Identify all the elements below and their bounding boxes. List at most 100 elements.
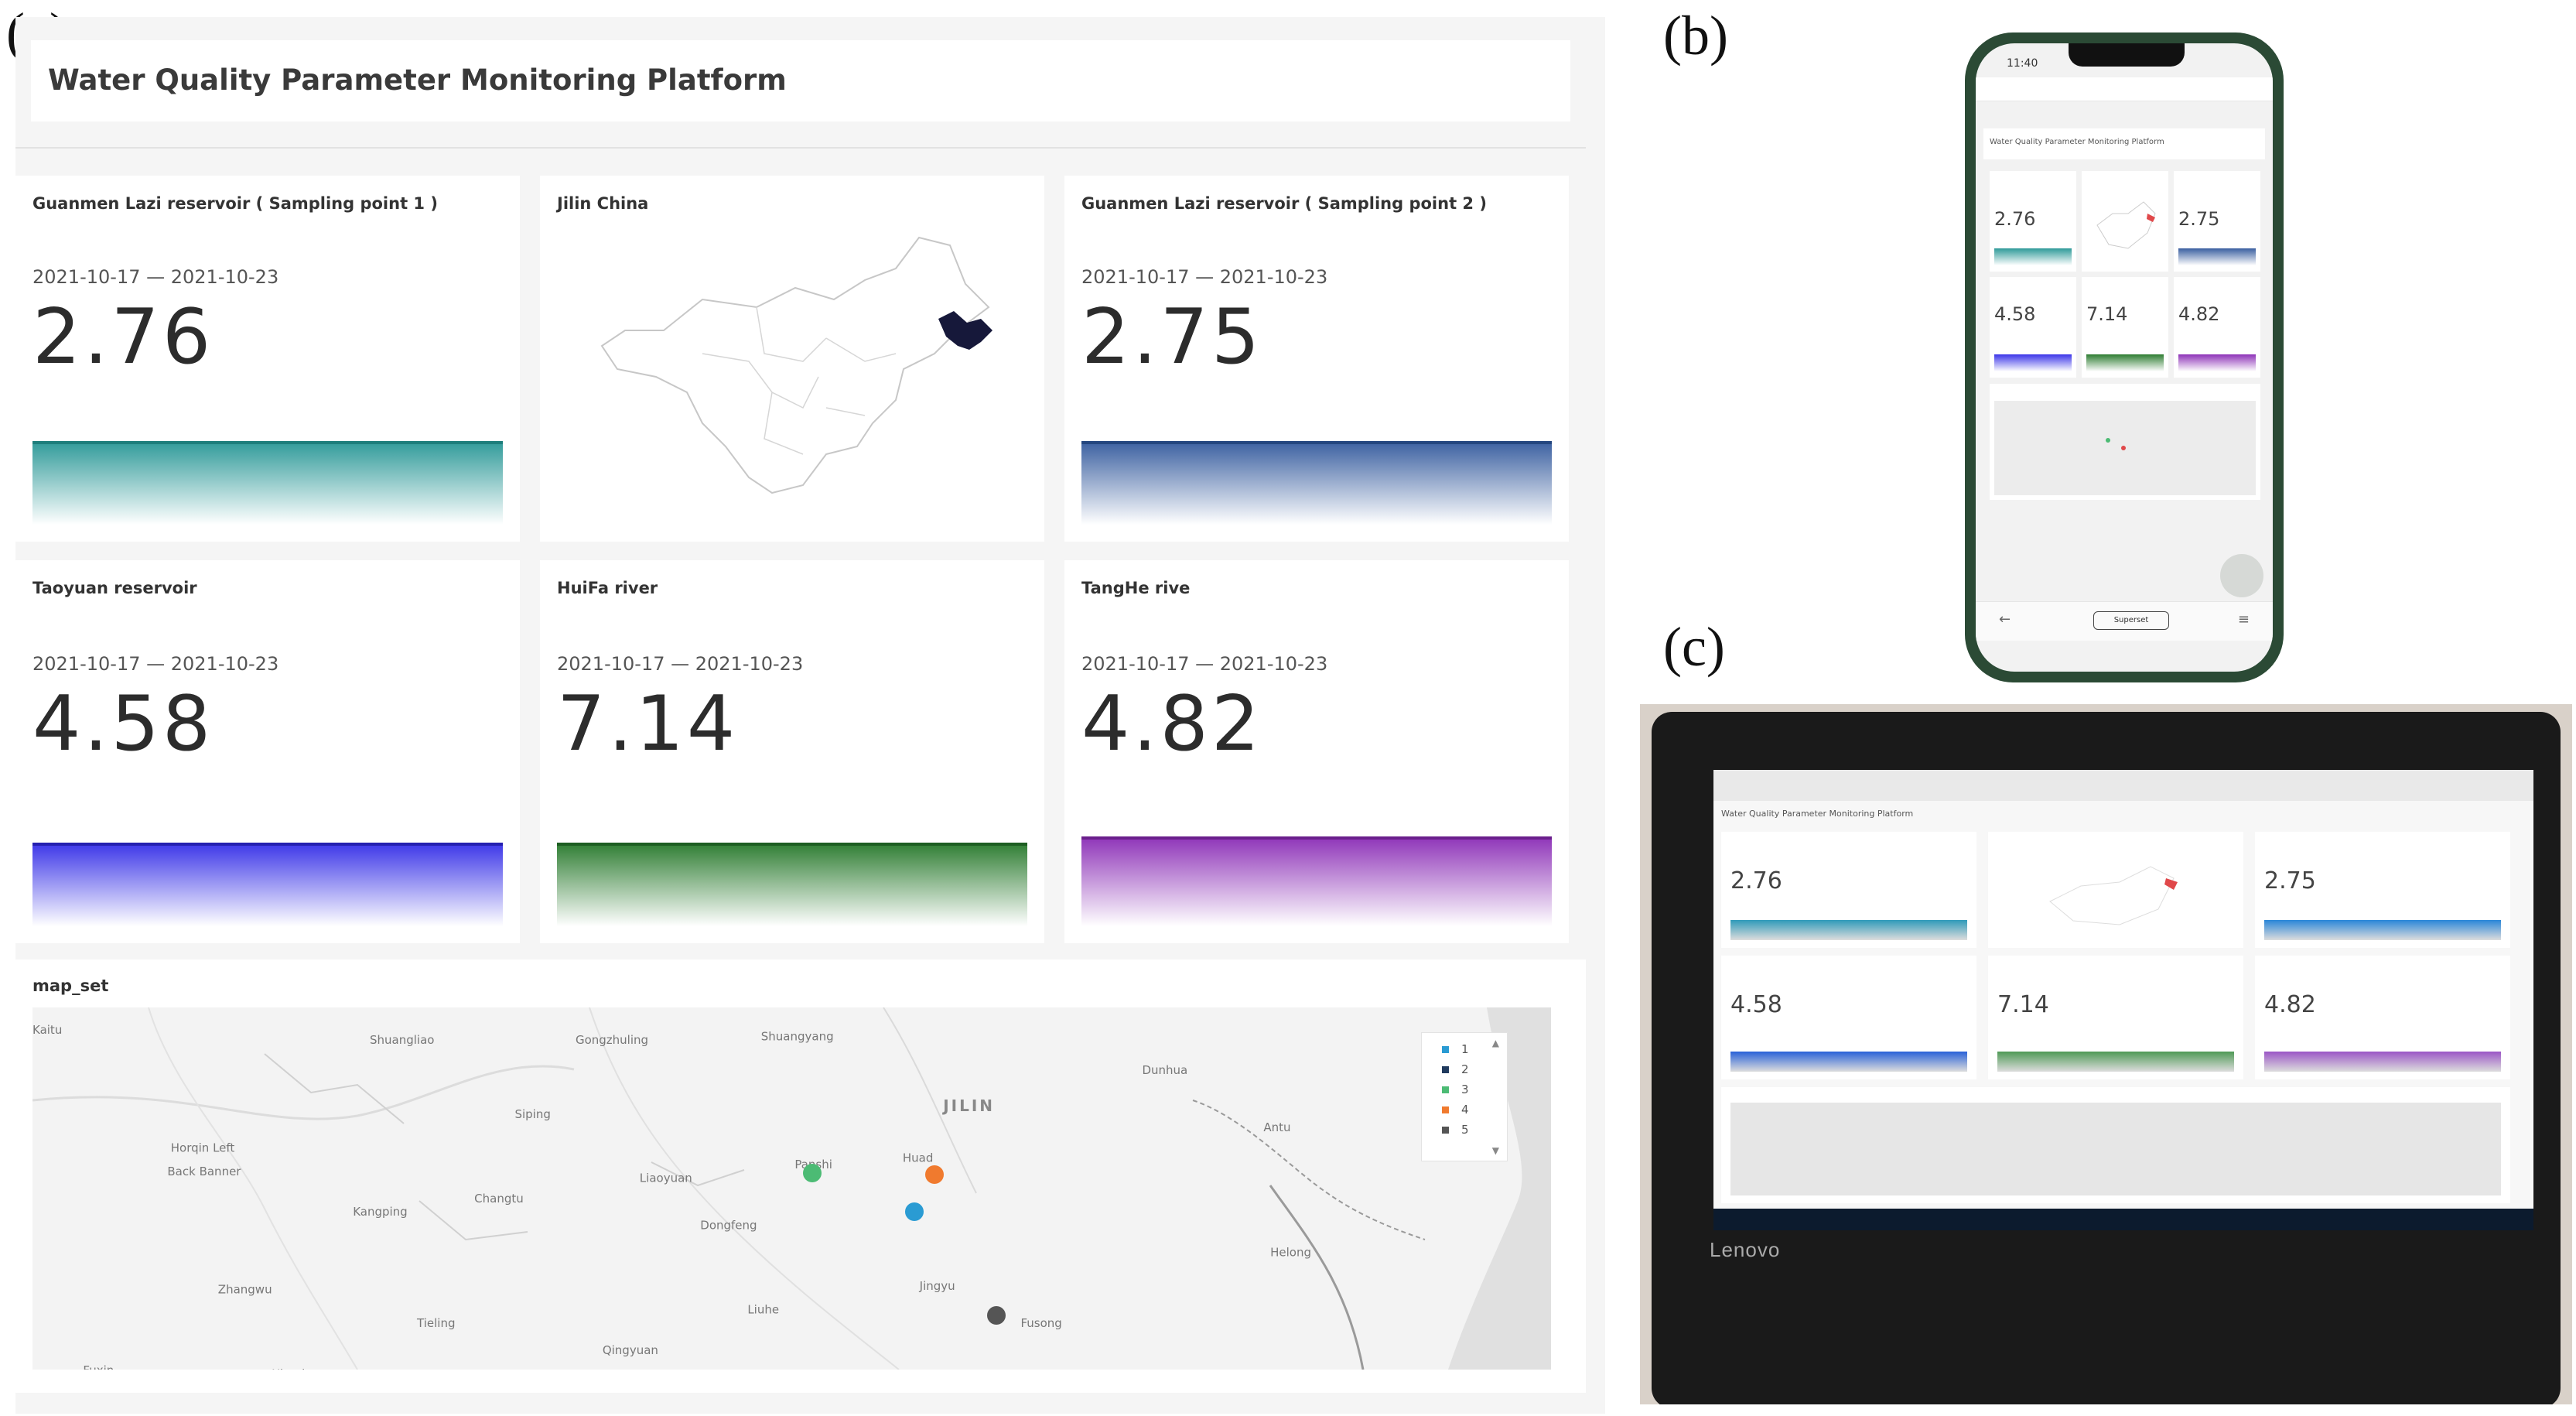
- map-point-series-4[interactable]: [925, 1165, 944, 1184]
- legend-item-2[interactable]: 2: [1442, 1062, 1469, 1076]
- phone-status-time: 11:40: [2007, 57, 2038, 70]
- phone-map-card[interactable]: [1990, 384, 2260, 500]
- map-canvas[interactable]: Kaitu Shuangliao Gongzhuling Shuangyang JILI…: [32, 1007, 1551, 1370]
- laptop-screen: Water Quality Parameter Monitoring Platf…: [1713, 770, 2533, 1230]
- map-view[interactable]: Kaitu Shuangliao Gongzhuling Shuangyang JILI…: [32, 1007, 1551, 1370]
- laptop-card-5[interactable]: 4.82: [2255, 956, 2510, 1079]
- jilin-highlight: [938, 311, 992, 350]
- phone-card-2[interactable]: 2.75: [2174, 171, 2260, 272]
- map-place-label: Gongzhuling: [576, 1033, 648, 1047]
- map-place-label: Qingyuan: [603, 1343, 658, 1357]
- panel-label-b: (b): [1663, 5, 1728, 67]
- card-title: Guanmen Lazi reservoir ( Sampling point …: [1081, 194, 1487, 213]
- laptop-card-map[interactable]: [1988, 832, 2243, 948]
- map-place-label: Fusong: [1020, 1316, 1061, 1330]
- phone-title: Water Quality Parameter Monitoring Platf…: [1990, 138, 2164, 146]
- legend-item-4[interactable]: 4: [1442, 1103, 1469, 1117]
- legend-scroll-up-icon[interactable]: ▲: [1491, 1038, 1499, 1048]
- laptop-title: Water Quality Parameter Monitoring Platf…: [1721, 809, 1914, 819]
- card-title: Taoyuan reservoir: [32, 579, 197, 597]
- legend-swatch: [1442, 1046, 1449, 1053]
- legend-item-5[interactable]: 5: [1442, 1123, 1469, 1137]
- legend-swatch: [1442, 1106, 1449, 1113]
- metric-card-huifa[interactable]: HuiFa river 2021-10-17 — 2021-10-23 7.14: [540, 560, 1044, 943]
- phone-app-bar: [1976, 77, 2273, 101]
- map-point-series-3[interactable]: [803, 1164, 822, 1182]
- map-legend[interactable]: 1 2 3 4 5 ▲ ▼: [1421, 1032, 1508, 1161]
- map-place-label: Shuangliao: [370, 1033, 434, 1047]
- phone-card-4[interactable]: 7.14: [2082, 277, 2168, 378]
- laptop-card-2[interactable]: 2.75: [2255, 832, 2510, 948]
- laptop-card-4[interactable]: 7.14: [1988, 956, 2243, 1079]
- card-gradient-bar: [32, 843, 503, 926]
- card-value: 4.58: [32, 680, 214, 768]
- map-place-label: Dongfeng: [700, 1219, 757, 1233]
- card-value: 7.14: [557, 680, 739, 768]
- legend-scroll-down-icon[interactable]: ▼: [1491, 1145, 1499, 1156]
- map-place-label: Horqin Left: [171, 1141, 235, 1154]
- map-point-series-5[interactable]: [987, 1306, 1006, 1325]
- card-title: TangHe rive: [1081, 579, 1191, 597]
- map-place-label: Antu: [1263, 1120, 1290, 1134]
- phone-nav-bar: ← Superset ≡: [1976, 601, 2273, 641]
- phone-device: 11:40 Water Quality Parameter Monitoring…: [1965, 32, 2284, 682]
- windows-taskbar: [1713, 1209, 2533, 1230]
- map-place-label: Dunhua: [1142, 1063, 1187, 1077]
- map-place-label: Tieling: [416, 1316, 455, 1330]
- phone-card-5[interactable]: 4.82: [2174, 277, 2260, 378]
- card-date-range: 2021-10-17 — 2021-10-23: [32, 266, 279, 288]
- card-gradient-bar: [557, 843, 1027, 926]
- legend-swatch: [1442, 1066, 1449, 1073]
- legend-item-3[interactable]: 3: [1442, 1083, 1469, 1096]
- superset-button[interactable]: Superset: [2093, 611, 2169, 630]
- map-point-series-1[interactable]: [905, 1202, 924, 1221]
- laptop-map-card[interactable]: [1721, 1087, 2510, 1203]
- map-place-label: Xinmin: [272, 1367, 313, 1370]
- map-set-card[interactable]: map_set Kaitu Shuangliao Gongzhuling Shuang…: [15, 959, 1586, 1393]
- map-place-label: Liuhe: [747, 1303, 779, 1317]
- phone-card-1[interactable]: 2.76: [1990, 171, 2076, 272]
- card-date-range: 2021-10-17 — 2021-10-23: [1081, 266, 1328, 288]
- card-gradient-bar: [1081, 836, 1552, 926]
- map-place-label: JILIN: [941, 1096, 995, 1115]
- card-value: 4.82: [1081, 680, 1263, 768]
- metric-card-tanghe[interactable]: TangHe rive 2021-10-17 — 2021-10-23 4.82: [1064, 560, 1569, 943]
- header-divider: [15, 147, 1586, 149]
- legend-swatch: [1442, 1127, 1449, 1134]
- metric-card-sampling-point-1[interactable]: Guanmen Lazi reservoir ( Sampling point …: [15, 176, 520, 542]
- card-date-range: 2021-10-17 — 2021-10-23: [1081, 653, 1328, 675]
- map-place-label: Kangping: [353, 1205, 408, 1219]
- map-place-label: Liaoyuan: [640, 1171, 692, 1185]
- phone-card-map[interactable]: [2082, 171, 2168, 272]
- laptop-card-1[interactable]: 2.76: [1721, 832, 1976, 948]
- metric-card-taoyuan[interactable]: Taoyuan reservoir 2021-10-17 — 2021-10-2…: [15, 560, 520, 943]
- laptop-card-3[interactable]: 4.58: [1721, 956, 1976, 1079]
- phone-fab[interactable]: [2220, 554, 2263, 597]
- metric-card-sampling-point-2[interactable]: Guanmen Lazi reservoir ( Sampling point …: [1064, 176, 1569, 542]
- map-set-title: map_set: [32, 976, 109, 995]
- menu-icon[interactable]: ≡: [2237, 611, 2250, 628]
- back-icon[interactable]: ←: [1999, 611, 2011, 628]
- phone-screen: 11:40 Water Quality Parameter Monitoring…: [1976, 43, 2273, 672]
- map-card-jilin[interactable]: Jilin China: [540, 176, 1044, 542]
- map-place-label: Changtu: [474, 1192, 524, 1206]
- card-title: Jilin China: [557, 194, 649, 213]
- legend-item-1[interactable]: 1: [1442, 1042, 1469, 1056]
- dashboard-title: Water Quality Parameter Monitoring Platf…: [48, 63, 787, 97]
- panel-label-c: (c): [1663, 616, 1725, 678]
- card-title: Guanmen Lazi reservoir ( Sampling point …: [32, 194, 438, 213]
- map-place-label: Shuangyang: [761, 1030, 834, 1044]
- map-place-label: Siping: [514, 1107, 550, 1121]
- phone-header: Water Quality Parameter Monitoring Platf…: [1983, 128, 2265, 159]
- dashboard-header: Water Quality Parameter Monitoring Platf…: [31, 40, 1570, 121]
- map-place-label: Zhangwu: [218, 1283, 272, 1297]
- map-place-label: Jingyu: [919, 1279, 955, 1293]
- phone-card-3[interactable]: 4.58: [1990, 277, 2076, 378]
- legend-swatch: [1442, 1086, 1449, 1093]
- map-place-label: Back Banner: [167, 1165, 241, 1178]
- browser-chrome: [1713, 770, 2533, 801]
- map-place-label: Huad: [903, 1151, 934, 1165]
- card-value: 2.76: [32, 293, 214, 381]
- card-gradient-bar: [1081, 441, 1552, 525]
- card-date-range: 2021-10-17 — 2021-10-23: [557, 653, 804, 675]
